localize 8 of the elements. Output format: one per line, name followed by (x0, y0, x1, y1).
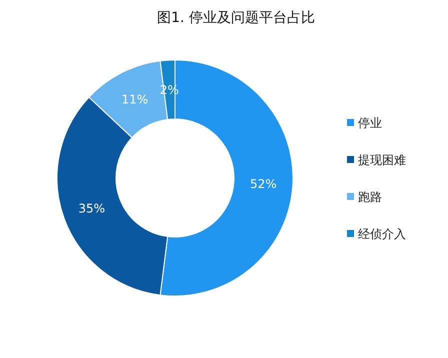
legend-label: 提现困难 (358, 153, 406, 167)
legend-label: 跑路 (358, 190, 382, 204)
data-label: 35% (78, 201, 106, 216)
data-label: 11% (121, 92, 148, 107)
data-label: 52% (250, 177, 277, 192)
chart-title: 图1. 停业及问题平台占比 (157, 10, 315, 26)
legend-label: 停业 (358, 116, 382, 130)
legend-label: 经侦介入 (358, 227, 406, 241)
